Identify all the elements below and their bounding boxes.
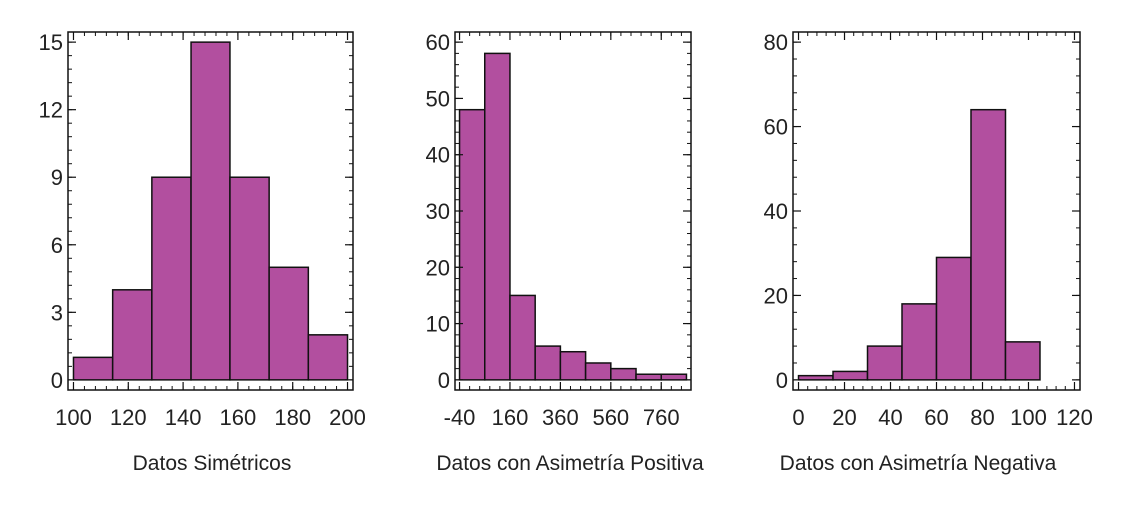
histogram-panel-3: 0 20 40 60 80 0 20 40 60 80 100 120 Datos con Asimet…: [764, 30, 1093, 475]
histogram-bar: [151, 176, 192, 381]
histogram-bar: [1004, 341, 1041, 381]
x-tick-label: 20: [832, 405, 856, 430]
histogram-bar: [635, 373, 662, 381]
x-axis-label: Datos con Asimetría Negativa: [780, 452, 1057, 475]
x-tick-label: 140: [165, 405, 202, 430]
histogram-panel-1: 0 3 6 9 12 15 100 120 140 160 180 200 Datos Simétric…: [39, 30, 366, 475]
histogram-bar: [832, 370, 869, 381]
x-tick-label: 120: [110, 405, 147, 430]
x-axis-label: Datos Simétricos: [133, 452, 292, 475]
y-tick-label: 80: [764, 30, 788, 55]
y-tick-label: 3: [51, 300, 63, 325]
histogram-bar: [901, 303, 938, 381]
histogram-bar: [111, 289, 153, 381]
histogram-bar: [509, 294, 536, 381]
y-tick-label: 50: [426, 86, 450, 111]
histogram-bar: [307, 334, 349, 381]
histogram-bar: [610, 367, 637, 381]
x-tick-label: 100: [55, 405, 92, 430]
y-tick-label: 12: [39, 98, 63, 123]
y-tick-label: 20: [764, 283, 788, 308]
histogram-panel-2: 0 10 20 30 40 50 60 -40 160 360 560 760 Datos con As…: [426, 30, 704, 475]
x-tick-label: 180: [274, 405, 311, 430]
histogram-bar: [484, 52, 511, 381]
x-tick-label: 0: [792, 405, 804, 430]
y-tick-label: 60: [764, 115, 788, 140]
x-tick-label: 160: [220, 405, 257, 430]
histogram-bar: [190, 41, 231, 381]
y-tick-label: 40: [426, 143, 450, 168]
y-tick-label: 0: [776, 368, 788, 393]
y-tick-label: 0: [51, 368, 63, 393]
histogram-bar: [660, 373, 688, 381]
x-tick-label: 40: [878, 405, 902, 430]
y-tick-label: 6: [51, 233, 63, 258]
y-tick-label: 9: [51, 165, 63, 190]
plot-frame: [67, 31, 354, 391]
histogram-bar: [534, 345, 562, 381]
histogram-bar: [72, 356, 114, 381]
x-tick-label: -40: [444, 405, 476, 430]
y-tick-label: 20: [426, 255, 450, 280]
y-tick-label: 0: [438, 368, 450, 393]
y-tick-label: 40: [764, 199, 788, 224]
histogram-bar: [458, 108, 486, 381]
histogram-bar: [268, 266, 310, 381]
histogram-bar: [970, 108, 1007, 381]
x-tick-label: 360: [542, 405, 579, 430]
y-tick-label: 30: [426, 199, 450, 224]
histogram-bar: [559, 350, 587, 381]
x-tick-label: 100: [1010, 405, 1047, 430]
y-tick-label: 10: [426, 312, 450, 337]
y-tick-label: 60: [426, 30, 450, 55]
x-tick-label: 120: [1056, 405, 1093, 430]
histogram-bar: [229, 176, 270, 381]
x-tick-label: 200: [329, 405, 366, 430]
x-tick-label: 80: [970, 405, 994, 430]
histogram-bar: [797, 374, 834, 381]
histogram-bar: [935, 256, 972, 381]
x-tick-label: 560: [592, 405, 629, 430]
x-axis-label: Datos con Asimetría Positiva: [436, 452, 704, 475]
histogram-bar: [866, 345, 903, 381]
y-tick-label: 15: [39, 30, 63, 55]
x-tick-label: 60: [924, 405, 948, 430]
x-tick-label: 160: [492, 405, 529, 430]
histogram-bar: [584, 362, 612, 381]
x-tick-label: 760: [643, 405, 680, 430]
